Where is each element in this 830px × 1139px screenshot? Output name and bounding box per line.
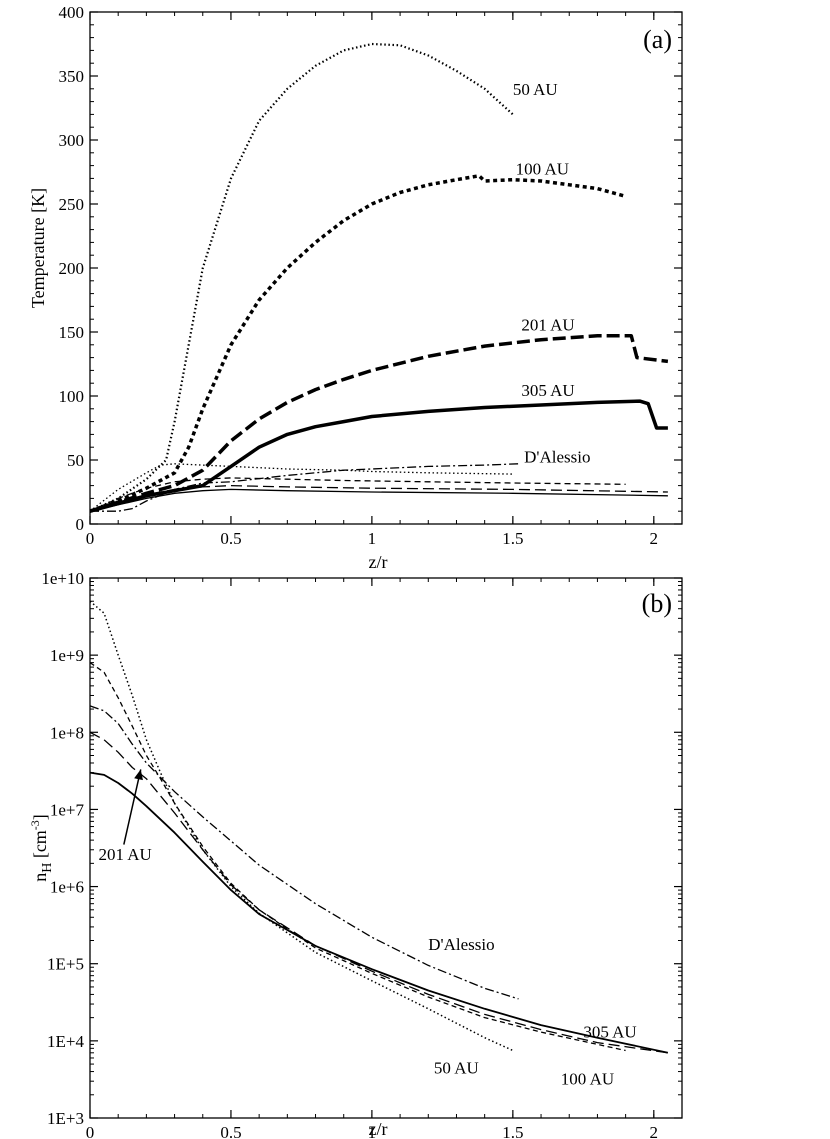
series-line-201-au-dust [89,484,668,512]
series-line-201-au-gas [89,334,669,513]
y-tick-label: 1e+10 [41,569,84,588]
x-tick-label: 1.5 [502,529,523,548]
x-tick-label: 1 [368,529,377,548]
annotation-50-au: 50 AU [513,80,558,99]
series-line-305-au-dust [89,488,668,512]
x-tick-label: 2 [650,1123,659,1139]
y-tick-label: 1e+7 [50,800,85,819]
annotation-d-alessio: D'Alessio [524,448,590,467]
panel-b-ticks: 0 0.5 1 1.5 2 1E+3 1E+4 1E+5 1e+6 1e+7 1e+8 1e+9 1e+… [41,569,683,1139]
panel-b-y-axis-title-sup: -3 [28,820,42,830]
y-tick-label: 400 [59,3,85,22]
panel-b-series [89,600,669,1054]
series-line-100-au-dust [89,477,626,512]
y-tick-label: 1E+3 [47,1109,84,1128]
series-line-50-au [89,600,514,1052]
arrow-head [134,769,143,781]
panel-a-y-axis-title: Temperature [K] [28,188,48,308]
arrow-shaft [123,769,142,845]
annotation-100-au: 100 AU [561,1070,614,1089]
series-line-d-alessio-gas [90,463,519,512]
y-tick-label: 1e+9 [50,646,84,665]
panel-b-y-axis-title: nH [cm-3] [28,814,55,882]
panel-a-frame [89,11,683,525]
panel-b-annotations: 201 AU D'Alessio 305 AU 50 AU 100 AU [98,769,637,1089]
annotation-50-au: 50 AU [434,1058,479,1077]
panel-b-y-axis-title-units: [cm [30,830,50,862]
series-line-305-au [89,771,669,1054]
y-tick-label: 50 [67,451,84,470]
x-tick-label: 1.5 [502,1123,523,1139]
panel-a-ticks: 0 0.5 1 1.5 2 0 50 100 150 200 250 300 350 400 [59,3,683,548]
panel-a-x-axis-title: z/r [369,552,388,572]
y-tick-label: 200 [59,259,85,278]
x-tick-label: 0.5 [220,1123,241,1139]
y-tick-label: 250 [59,195,85,214]
y-tick-label: 1E+5 [47,955,84,974]
panel-b-y-axis-title-main: n [30,873,50,882]
annotation-305-au: 305 AU [583,1023,636,1042]
series-line-d-alessio [89,705,519,1000]
x-tick-label: 0 [86,529,95,548]
y-tick-label: 1e+6 [50,878,84,897]
panel-a-annotations: 50 AU 100 AU 201 AU 305 AU D'Alessio [513,80,591,466]
panel-a-tag: (a) [643,25,672,54]
panel-b-y-axis-title-close: ] [30,814,50,820]
panel-a-series [89,42,669,513]
y-tick-label: 1E+4 [47,1032,84,1051]
series-line-201-au [89,731,668,1054]
annotation-100-au: 100 AU [516,160,569,179]
series-line-100-au-gas [89,174,627,513]
panel-a-temperature-chart: 0 0.5 1 1.5 2 0 50 100 150 200 250 300 350 400 50 AU 1… [28,3,683,572]
panel-b-y-axis-title-sub: H [40,863,55,873]
y-tick-label: 1e+8 [50,723,84,742]
x-tick-label: 2 [650,529,659,548]
panel-b-density-chart: 0 0.5 1 1.5 2 1E+3 1E+4 1E+5 1e+6 1e+7 1e+8 1e+9 1e+… [28,569,683,1139]
y-tick-label: 350 [59,67,85,86]
series-line-50-au-dust [89,463,513,512]
y-tick-label: 150 [59,323,85,342]
panel-b-frame [89,577,683,1119]
annotation-201-au: 201 AU [98,845,151,864]
series-line-305-au-gas [89,399,668,513]
annotation-201-au: 201 AU [521,316,574,335]
series-line-100-au [89,662,626,1052]
x-tick-label: 0 [86,1123,95,1139]
y-tick-label: 300 [59,131,85,150]
panel-b-x-axis-title: z/r [369,1119,388,1139]
annotation-305-au: 305 AU [521,381,574,400]
y-tick-label: 0 [76,515,85,534]
y-tick-label: 100 [59,387,85,406]
series-line-50-au-gas [89,42,514,513]
annotation-d-alessio: D'Alessio [428,935,494,954]
x-tick-label: 1 [368,1123,377,1139]
x-tick-label: 0.5 [220,529,241,548]
panel-b-tag: (b) [642,589,672,618]
